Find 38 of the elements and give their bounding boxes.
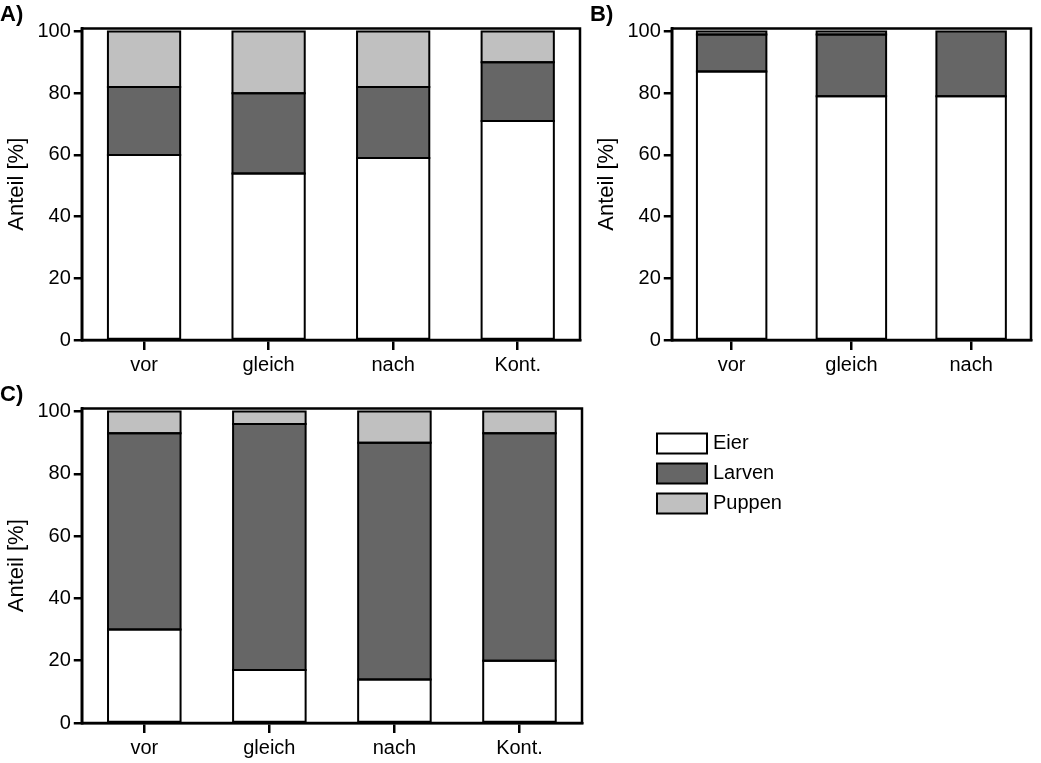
x-tick-label: nach: [949, 352, 993, 375]
y-tick-label: 60: [48, 523, 71, 546]
y-tick-label: 0: [649, 327, 661, 350]
chart-title: C): [0, 381, 24, 407]
x-tick-label: vor: [130, 735, 159, 758]
y-tick-label: 0: [59, 327, 71, 350]
y-tick-label: 60: [638, 142, 661, 165]
y-tick-label: 100: [627, 19, 661, 41]
y-tick-label: 40: [48, 585, 71, 608]
x-tick-label: gleich: [825, 352, 878, 375]
x-tick-label: gleich: [242, 352, 295, 375]
x-tick-label: vor: [717, 352, 746, 375]
legend-label: Puppen: [713, 490, 782, 513]
y-axis-title: Anteil [%]: [3, 137, 29, 231]
y-axis-title: Anteil [%]: [3, 519, 29, 613]
x-tick-label: vor: [130, 352, 159, 375]
y-tick-label: 20: [638, 265, 661, 288]
y-tick-label: 100: [37, 19, 71, 41]
x-tick-label: Kont.: [494, 352, 542, 375]
chart-title: B): [590, 1, 614, 27]
x-tick-label: nach: [372, 735, 417, 758]
y-tick-label: 0: [59, 710, 71, 733]
x-tick-label: gleich: [243, 735, 296, 758]
y-tick-label: 40: [48, 204, 71, 227]
y-tick-label: 80: [48, 461, 71, 484]
y-tick-label: 60: [48, 142, 71, 165]
y-tick-label: 20: [48, 648, 71, 671]
y-tick-label: 80: [48, 80, 71, 103]
legend-label: Larven: [713, 460, 775, 483]
x-tick-label: nach: [371, 352, 415, 375]
y-tick-label: 40: [638, 204, 661, 227]
legend-label: Eier: [713, 430, 749, 453]
y-axis-title: Anteil [%]: [593, 137, 619, 231]
y-tick-label: 80: [638, 80, 661, 103]
chart-title: A): [0, 1, 24, 27]
y-tick-label: 100: [37, 399, 71, 422]
x-tick-label: Kont.: [496, 735, 543, 758]
y-tick-label: 20: [48, 265, 71, 288]
